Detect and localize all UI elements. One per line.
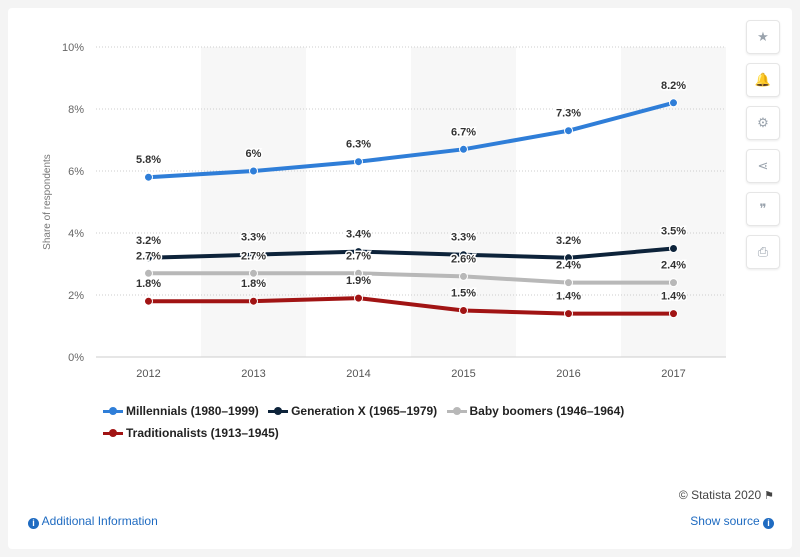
data-label: 1.9% [346,275,371,287]
data-label: 2.6% [451,253,476,265]
legend-swatch [446,405,467,417]
legend-label: Baby boomers (1946–1964) [469,404,625,418]
chart-toolbar: ★ 🔔 ⚙ ⋖ ❞ ⎙ [746,20,780,278]
x-tick-label: 2016 [556,368,580,380]
show-source-link[interactable]: Show source i [690,514,774,529]
data-point [354,157,363,167]
legend-swatch [268,405,289,417]
plot-band [201,47,306,357]
data-point [144,268,153,278]
data-point [564,253,573,263]
additional-information-label: Additional Information [41,514,158,528]
data-label: 3.4% [346,229,371,241]
data-label: 2.7% [241,250,266,262]
data-label: 1.4% [661,291,686,303]
data-point [459,306,468,315]
data-label: 1.5% [451,288,476,300]
data-label: 1.8% [241,278,266,290]
x-tick-label: 2017 [661,368,685,380]
data-point [459,271,468,281]
data-point [669,244,678,253]
data-point [669,98,678,108]
additional-information-link[interactable]: i Additional Information [28,514,158,529]
legend-item-millennials[interactable]: Millennials (1980–1999) [103,404,259,418]
data-label: 1.8% [136,278,161,290]
data-point [354,247,363,257]
info-icon: i [763,518,774,529]
legend-label: Generation X (1965–1979) [291,404,438,418]
chart-legend: Millennials (1980–1999) Generation X (19… [103,404,703,448]
bell-icon[interactable]: 🔔 [746,63,780,97]
statista-credit[interactable]: © Statista 2020 ⚑ [679,488,774,502]
data-label: 3.5% [661,226,686,238]
data-point [144,296,153,306]
data-label: 3.2% [556,235,581,247]
data-label: 1.4% [556,291,581,303]
series-line [146,271,676,285]
quote-icon[interactable]: ❞ [746,192,780,226]
data-point [249,250,258,260]
y-tick-label: 6% [68,166,84,178]
credit-text: © Statista 2020 [678,488,762,502]
x-tick-label: 2012 [136,368,160,380]
data-label: 6.7% [451,126,476,138]
gear-icon[interactable]: ⚙ [746,106,780,140]
legend-swatch [103,405,123,417]
print-icon[interactable]: ⎙ [746,235,780,269]
data-label: 8.2% [661,80,686,92]
data-label: 2.4% [661,260,686,272]
legend-swatch [103,427,123,439]
data-point [249,296,258,306]
y-tick-label: 10% [62,42,84,54]
x-tick-label: 2014 [346,368,370,380]
data-label: 3.2% [136,235,161,247]
star-icon[interactable]: ★ [746,20,780,54]
x-tick-label: 2013 [241,368,265,380]
data-point [249,166,258,176]
data-point [459,250,468,260]
series-line [146,296,676,316]
x-tick-label: 2015 [451,368,475,380]
data-point [669,309,678,319]
data-label: 2.7% [346,250,371,262]
y-axis-title: Share of respondents [42,154,53,250]
legend-label: Traditionalists (1913–1945) [126,426,279,440]
data-label: 3.3% [451,232,476,244]
data-label: 7.3% [556,108,581,120]
series-line [146,100,676,180]
data-label: 6.3% [346,139,371,151]
data-label: 3.3% [241,232,266,244]
series-line [146,246,676,260]
data-point [564,309,573,319]
data-point [564,126,573,136]
data-point [564,278,573,288]
show-source-label: Show source [690,514,760,528]
data-label: 2.7% [136,250,161,262]
legend-label: Millennials (1980–1999) [126,404,259,418]
data-point [459,144,468,154]
share-icon[interactable]: ⋖ [746,149,780,183]
legend-item-generation-x[interactable]: Generation X (1965–1979) [268,404,437,418]
data-label: 2.4% [556,260,581,272]
info-icon: i [28,518,39,529]
data-point [144,253,153,263]
flag-icon: ⚑ [764,490,774,502]
data-point [669,278,678,288]
data-point [249,268,258,278]
legend-item-traditionalists[interactable]: Traditionalists (1913–1945) [103,426,279,440]
data-point [354,293,363,303]
legend-item-baby-boomers[interactable]: Baby boomers (1946–1964) [446,404,625,418]
data-point [144,172,153,182]
y-tick-label: 8% [68,104,84,116]
y-tick-label: 4% [68,228,84,240]
y-tick-label: 0% [68,352,84,364]
data-label: 6% [246,148,262,160]
data-label: 5.8% [136,154,161,166]
data-point [354,268,363,278]
y-tick-label: 2% [68,290,84,302]
